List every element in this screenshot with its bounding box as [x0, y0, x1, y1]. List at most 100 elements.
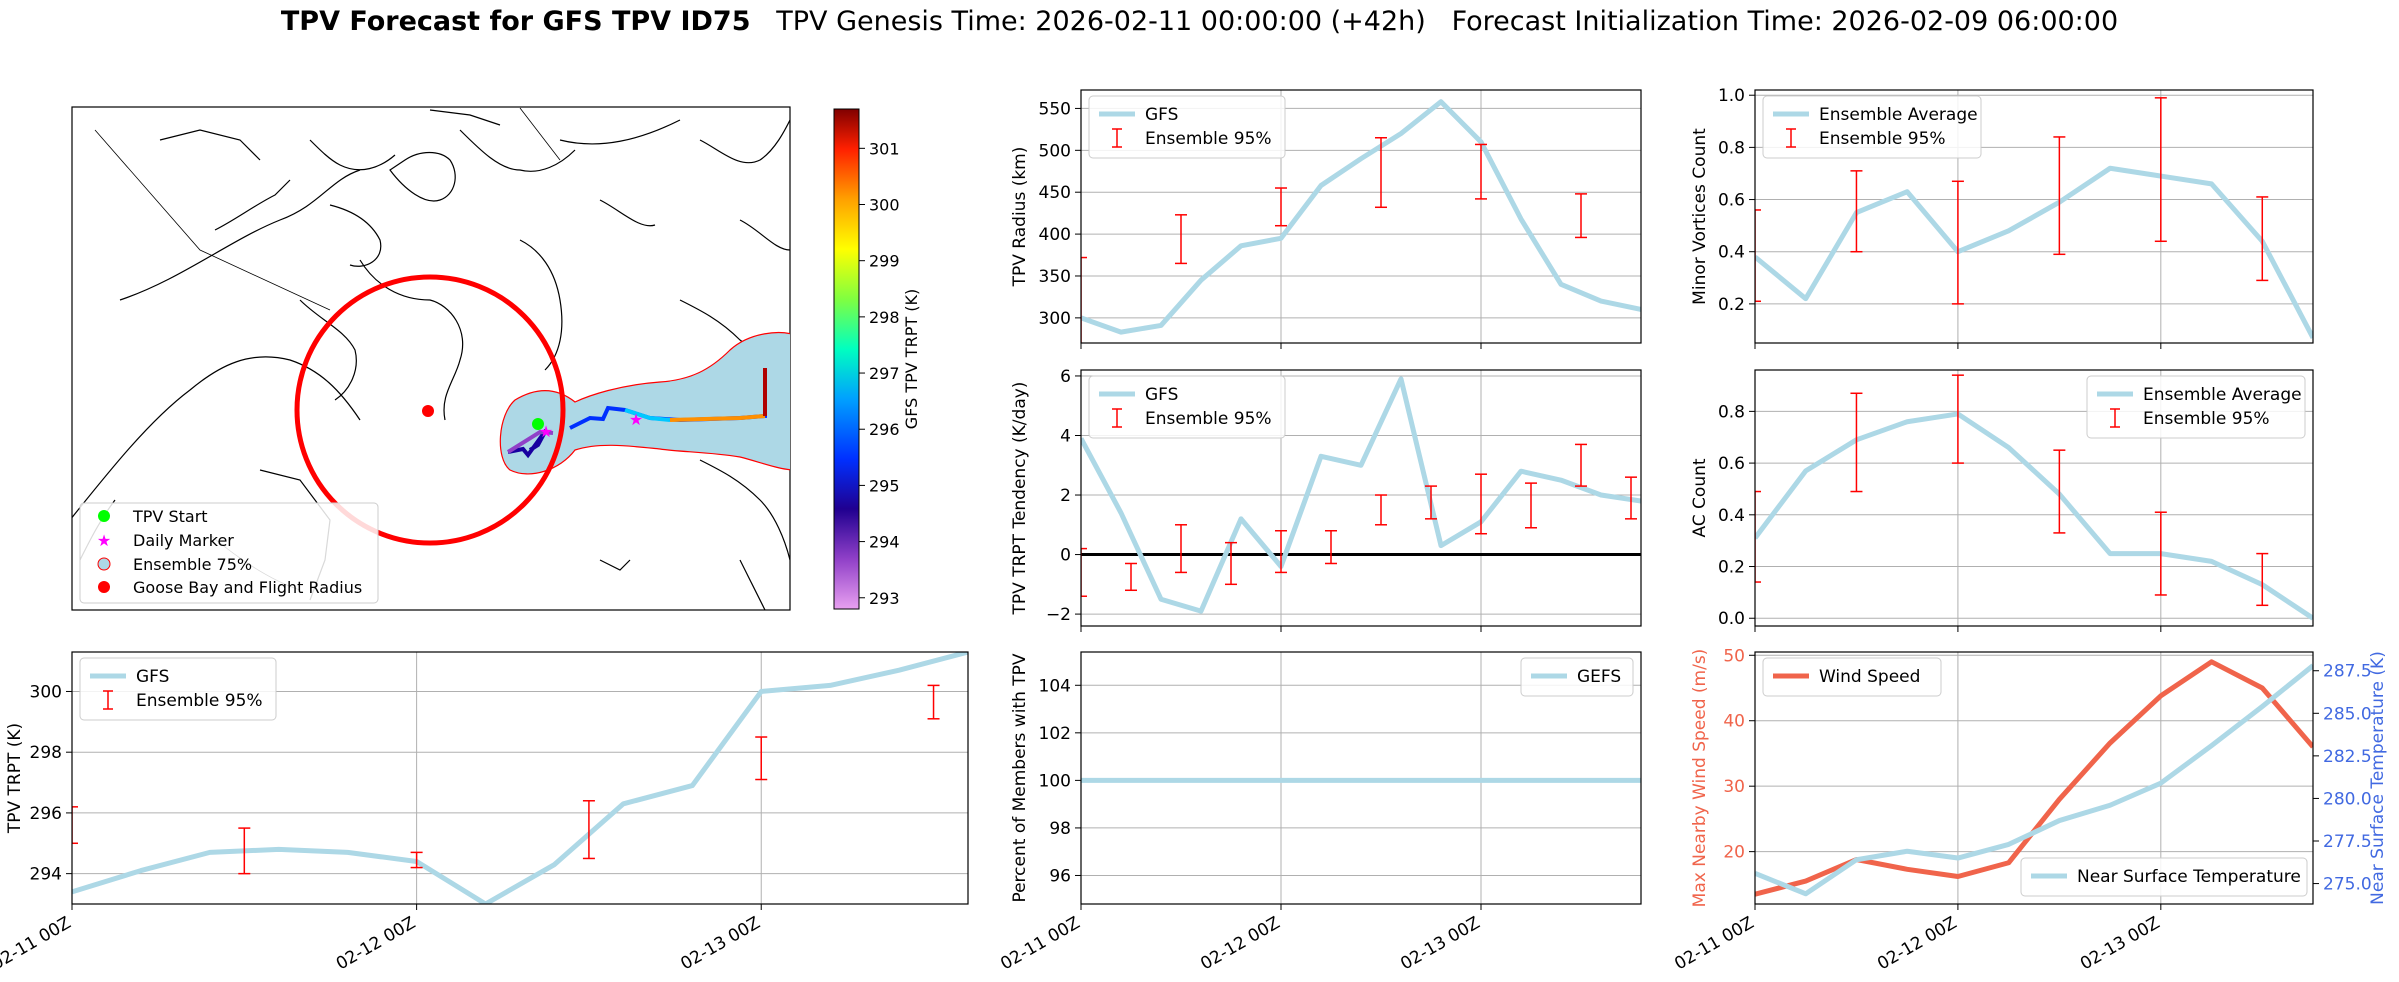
legend-start-icon [98, 510, 110, 522]
x-tick-label: 02-11 00Z [0, 913, 75, 974]
y2-tick-label: 275.0 [2323, 875, 2372, 895]
errorbar [1125, 562, 1137, 592]
plot-area-minor [1755, 97, 2313, 339]
daily-marker-1: ★ [539, 422, 553, 441]
legend-label: Wind Speed [1819, 667, 1920, 687]
y-axis-label: AC Count [1690, 458, 1710, 537]
y-tick-label: 400 [1039, 225, 1071, 245]
errorbar [2256, 552, 2269, 607]
colorbar-tick-label: 301 [869, 139, 900, 158]
colorbar-tick-label: 297 [869, 364, 900, 383]
y-tick-label: 2 [1060, 486, 1071, 506]
errorbar [1755, 209, 1761, 303]
colorbar-tick-label: 296 [869, 420, 900, 439]
chart-members: 96 98 100 102 104 Percent of Members with TPV… [997, 651, 1642, 974]
init-time: Forecast Initialization Time: 2026-02-09… [1451, 6, 2119, 37]
errorbar [238, 827, 251, 875]
y-tick-label: 0.2 [1718, 558, 1745, 578]
errorbar [582, 800, 595, 860]
colorbar: 293 294 295 296 297 298 299 300 301 GFS TPV TRPT… [833, 108, 921, 610]
x-tick-label: 02-13 00Z [1397, 913, 1483, 974]
colorbar-ticks: 293 294 295 296 297 298 299 300 301 [859, 139, 900, 608]
legend-label: Ensemble Average [2143, 385, 2302, 405]
errorbar [1625, 476, 1637, 520]
y-tick-label: 0.4 [1718, 506, 1745, 526]
y-tick-label: 0.8 [1718, 138, 1745, 158]
legend-start-label: TPV Start [132, 507, 208, 526]
errorbar [1375, 137, 1387, 209]
legend-minor: Ensemble Average Ensemble 95% [1762, 95, 1982, 159]
x-tick-label: 02-12 00Z [333, 913, 419, 974]
errorbar [1275, 529, 1287, 574]
colorbar-gradient [833, 108, 860, 610]
legend-ensemble-icon [97, 557, 111, 571]
plot-area-tendency [1081, 376, 1641, 614]
y-axis-label: TPV TRPT Tendency (K/day) [1010, 382, 1030, 616]
errorbar [1175, 214, 1187, 265]
legend-wind_temp: Near Surface Temperature [2020, 857, 2308, 897]
legend-radius: GFS Ensemble 95% [1088, 95, 1286, 159]
series-line-ensemble-average [1755, 411, 2313, 621]
tpv-track-cyan [624, 408, 671, 422]
goose-bay-marker [422, 405, 434, 417]
legend-ensemble-label: Ensemble 75% [133, 555, 252, 574]
daily-marker-2: ★ [629, 410, 643, 429]
tpv-track-early [506, 429, 554, 454]
legend-frame [1762, 657, 1942, 697]
x-tick-label: 02-11 00Z [1671, 913, 1757, 974]
y2-tick-label: 282.5 [2323, 747, 2372, 767]
legend-frame [1762, 95, 1982, 159]
y2-tick-label: 287.5 [2323, 662, 2372, 682]
ensemble-75-region [499, 332, 790, 475]
legend-frame [2086, 375, 2306, 439]
y-tick-label: 0.8 [1718, 402, 1745, 422]
errorbar [2053, 449, 2066, 534]
errorbar [1575, 193, 1587, 239]
chart-radius: 300 350 400 450 500 550 TPV Radius (km) GFS Ense… [1010, 89, 1642, 349]
y-tick-label: 300 [1039, 309, 1071, 329]
y-tick-label: 0.4 [1718, 243, 1745, 263]
errorbar [410, 851, 423, 869]
errorbar [1275, 187, 1287, 227]
series-line-gfs [1081, 376, 1641, 614]
axes-frame-radius [1080, 89, 1642, 344]
y-tick-label: 350 [1039, 267, 1071, 287]
y-tick-label: 0.6 [1718, 454, 1745, 474]
legend-goosebay-icon [98, 581, 110, 593]
errorbar [1375, 494, 1387, 526]
map-legend: TPV Start ★ Daily Marker Ensemble 75% Go… [79, 502, 379, 604]
y-tick-label: −2 [1046, 605, 1071, 625]
y-tick-label: 300 [30, 682, 62, 702]
map-panel: ★ ★ TPV Start ★ Daily Marker Ensemble 75… [71, 106, 921, 611]
y-tick-label: 40 [1723, 712, 1745, 732]
errorbar [1475, 143, 1487, 200]
legend-label: Ensemble 95% [1145, 409, 1272, 429]
tpv-start-marker [532, 418, 544, 430]
y-axis-label: Max Nearby Wind Speed (m/s) [1690, 649, 1710, 908]
y-tick-label: 296 [30, 804, 62, 824]
errorbar [1850, 170, 1863, 253]
colorbar-tick-label: 299 [869, 252, 900, 271]
errorbar [1951, 180, 1964, 305]
y-axis-label: Percent of Members with TPV [1010, 653, 1030, 902]
legend-daily-label: Daily Marker [133, 531, 234, 550]
y-tick-label: 450 [1039, 183, 1071, 203]
plot-area-trpt [72, 652, 968, 904]
errorbar [2154, 97, 2167, 243]
y-tick-label: 100 [1039, 771, 1071, 791]
y-tick-label: 0.2 [1718, 295, 1745, 315]
legend-daily-icon: ★ [97, 531, 111, 550]
legend-label: GFS [1145, 385, 1178, 405]
y-axis-label: Minor Vortices Count [1690, 128, 1710, 305]
y2-tick-label: 277.5 [2323, 832, 2372, 852]
axes-frame-trpt [71, 651, 969, 905]
legend-label: Ensemble 95% [2143, 409, 2270, 429]
y-tick-label: 96 [1049, 866, 1071, 886]
errorbar [1225, 541, 1237, 586]
map-legend-frame [79, 502, 379, 604]
legend-trpt: GFS Ensemble 95% [79, 657, 277, 721]
legend-label: Near Surface Temperature [2077, 867, 2301, 887]
x-tick-label: 02-12 00Z [1874, 913, 1960, 974]
